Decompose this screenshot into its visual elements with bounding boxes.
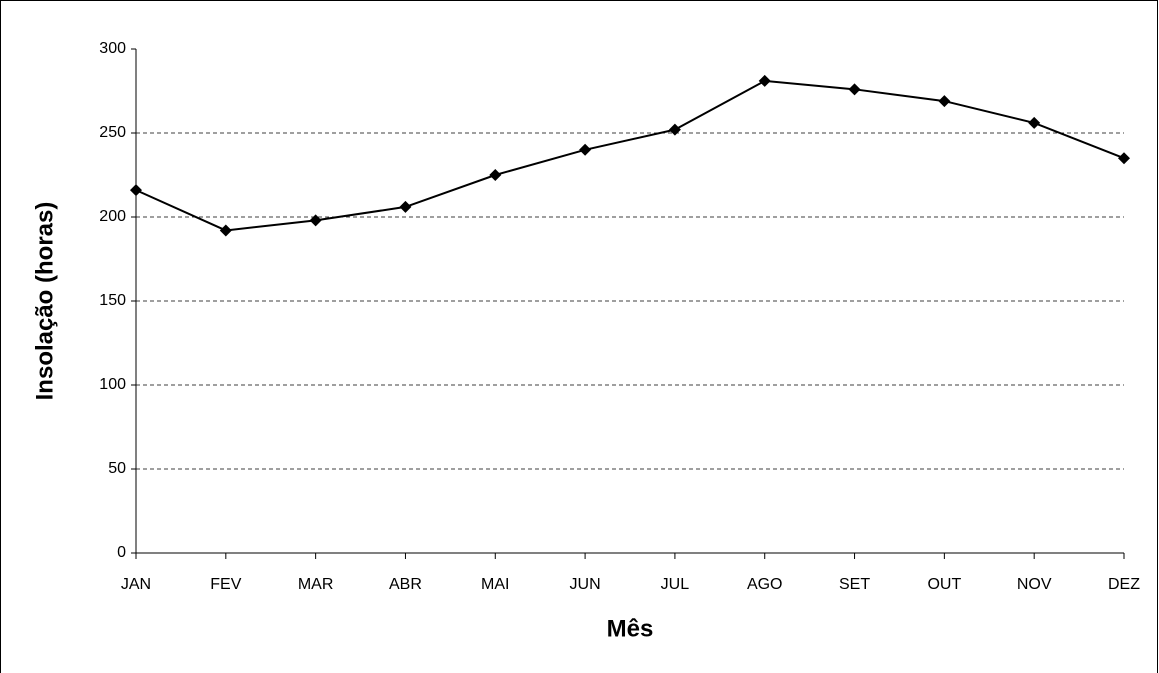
marker bbox=[1118, 152, 1130, 165]
y-tick-label: 200 bbox=[99, 208, 126, 225]
x-tick-label: AGO bbox=[747, 576, 783, 593]
marker bbox=[938, 95, 951, 108]
marker bbox=[758, 74, 771, 87]
marker bbox=[848, 83, 861, 96]
x-tick-label: MAI bbox=[481, 576, 509, 593]
marker bbox=[309, 214, 322, 227]
x-tick-label: JUN bbox=[570, 576, 601, 593]
y-tick-label: 250 bbox=[99, 124, 126, 141]
y-tick-label: 100 bbox=[99, 376, 126, 393]
marker bbox=[579, 143, 592, 156]
marker bbox=[399, 200, 412, 213]
marker bbox=[668, 123, 681, 136]
x-tick-label: DEZ bbox=[1108, 576, 1140, 593]
y-tick-label: 150 bbox=[99, 292, 126, 309]
x-tick-label: SET bbox=[839, 576, 870, 593]
marker bbox=[489, 169, 502, 181]
x-tick-label: JAN bbox=[121, 576, 151, 593]
x-tick-label: ABR bbox=[389, 576, 422, 593]
y-tick-label: 300 bbox=[99, 40, 126, 57]
marker bbox=[219, 224, 232, 237]
line bbox=[135, 79, 1125, 232]
marker bbox=[130, 184, 142, 197]
x-tick-label: MAR bbox=[298, 576, 334, 593]
y-tick-label: 0 bbox=[117, 544, 126, 561]
y-tick-label: 50 bbox=[108, 460, 126, 477]
y-axis-title: Insolação (horas) bbox=[31, 202, 58, 401]
x-tick-label: FEV bbox=[210, 576, 241, 593]
marker bbox=[1028, 116, 1041, 129]
x-axis-title: Mês bbox=[607, 615, 654, 642]
x-tick-label: OUT bbox=[927, 576, 961, 593]
x-tick-label: JUL bbox=[661, 576, 690, 593]
x-tick-label: NOV bbox=[1017, 576, 1052, 593]
